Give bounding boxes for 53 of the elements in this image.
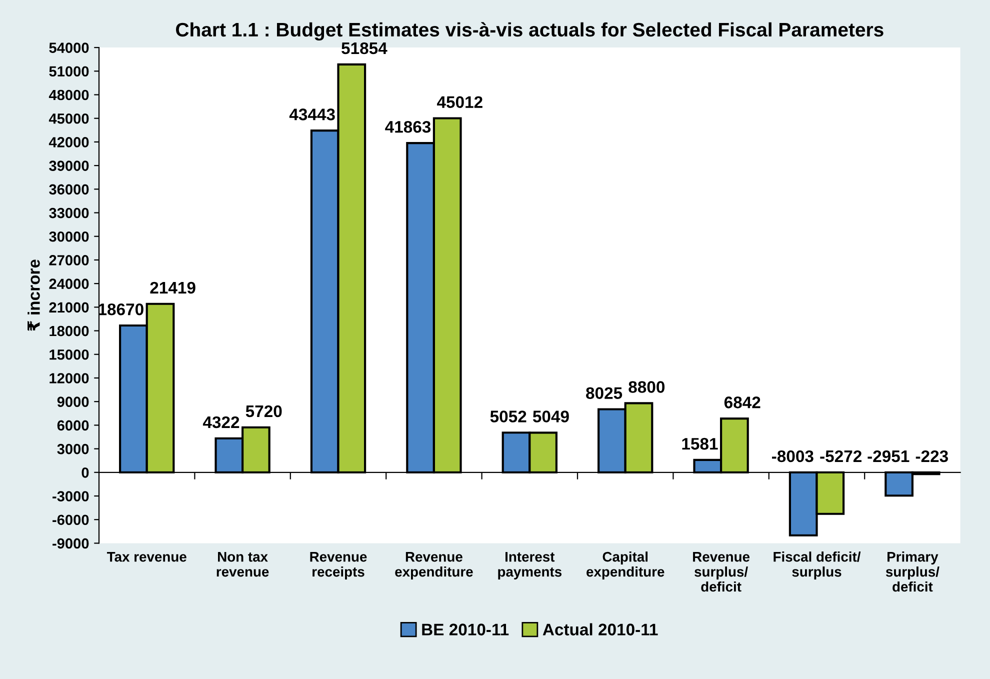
y-tick-label: 12000 [50, 373, 89, 384]
y-tick-label: 39000 [49, 160, 89, 171]
y-tick-label: 3000 [57, 444, 89, 454]
data-label: 5049 [532, 410, 569, 422]
y-tick-label: 18000 [50, 326, 89, 336]
y-tick-label: 24000 [49, 278, 89, 289]
y-tick-label: -3000 [52, 491, 89, 502]
legend-label: Actual 2010-11 [542, 623, 658, 636]
data-label: 6842 [724, 396, 760, 408]
y-tick-label: 6000 [57, 420, 89, 431]
y-tick-label: -6000 [52, 514, 89, 526]
y-tick-label: 48000 [48, 90, 89, 100]
data-label: 21419 [150, 282, 196, 294]
y-tick-label: 21000 [49, 302, 89, 313]
data-label: 51854 [342, 42, 388, 54]
x-tick-label: Primary surplus/ deficit [886, 552, 940, 592]
y-tick-label: 45000 [48, 113, 89, 124]
data-label: 8800 [628, 381, 665, 393]
y-tick-label: 33000 [49, 208, 89, 218]
y-tick-label: 51000 [49, 66, 89, 77]
chart-title: Chart 1.1 : Budget Estimates vis-à-vis actuals for Selected Fiscal Parameters [176, 22, 884, 41]
legend-label: BE 2010-11 [422, 624, 509, 636]
y-tick-label: 30000 [49, 231, 89, 242]
data-label: 45012 [436, 96, 482, 108]
y-tick-label: 27000 [49, 255, 89, 266]
data-label: 41863 [385, 120, 431, 133]
data-label: 5720 [246, 405, 282, 418]
data-label: 8025 [586, 387, 622, 400]
y-tick-label: 15000 [50, 349, 89, 360]
data-label: 43443 [289, 108, 335, 120]
y-tick-label: 0 [82, 467, 89, 478]
y-axis-title: ₹ incrore [28, 260, 40, 331]
x-tick-label: Revenue expenditure [395, 552, 473, 580]
x-tick-label: Revenue receipts [310, 552, 367, 580]
y-tick-label: 36000 [49, 184, 89, 195]
y-tick-label: -9000 [52, 538, 89, 549]
x-tick-label: Fiscal deficit/ surplus [774, 552, 861, 580]
data-label: 1581 [682, 438, 718, 450]
data-label: 18670 [98, 303, 144, 316]
x-tick-label: Revenue surplus/ deficit [693, 552, 750, 592]
data-label: -5272 [820, 450, 862, 462]
x-tick-label: Non tax revenue [216, 552, 269, 577]
x-tick-label: Tax revenue [106, 552, 186, 562]
y-tick-label: 42000 [48, 137, 89, 148]
x-tick-label: Capital expenditure [586, 552, 664, 580]
data-label: -2951 [868, 450, 910, 462]
data-label: 5052 [490, 410, 526, 422]
data-label: -8003 [772, 450, 814, 462]
y-tick-label: 54000 [49, 42, 89, 53]
data-label: 4322 [202, 416, 240, 428]
data-label: -223 [916, 450, 948, 462]
x-tick-label: Interest payments [498, 552, 562, 580]
y-tick-label: 9000 [57, 396, 89, 408]
